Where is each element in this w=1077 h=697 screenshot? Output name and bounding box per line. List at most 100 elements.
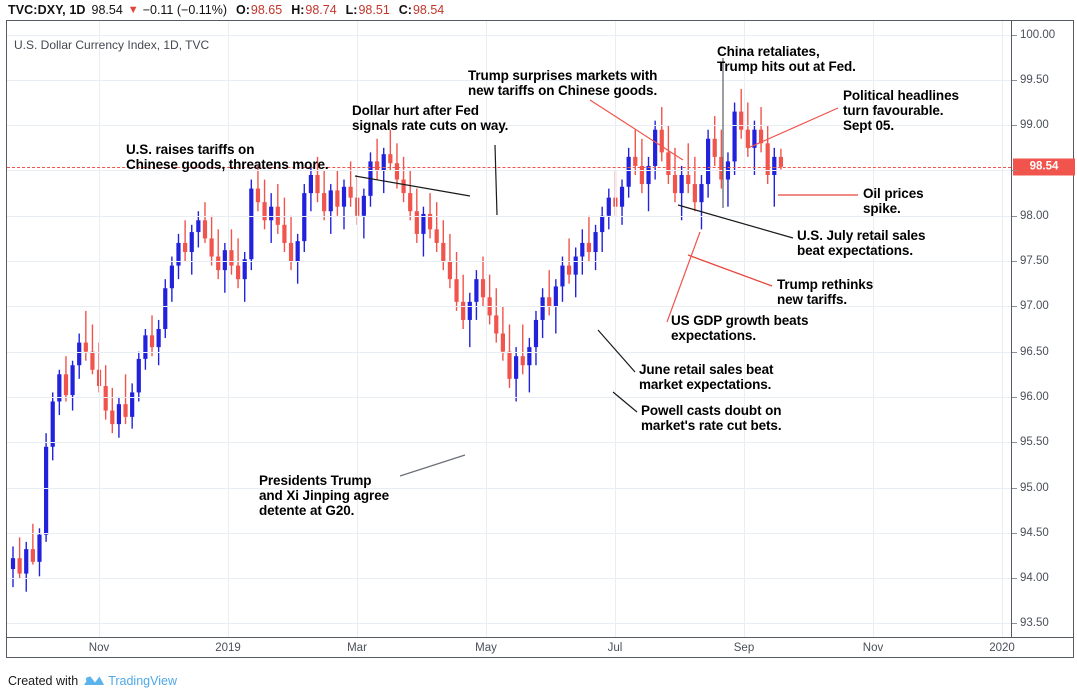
candle-body [381,154,386,171]
candle-body [414,211,419,234]
candle-body [600,215,605,233]
candle-body [520,356,525,366]
candle-body [37,534,42,562]
candle-body [666,152,671,175]
candle-body [692,184,697,203]
candle-body [619,186,625,207]
gridline-horizontal [7,351,1011,353]
candle-body [328,190,333,212]
candle-body [639,165,644,185]
candle-body [474,279,479,302]
candle-body [772,156,777,175]
candle-body [50,401,55,447]
candle-body [388,154,393,164]
candle-body [341,186,347,207]
candle-body [467,301,472,320]
price-axis[interactable]: 98.54 100.00 99.50 99.00 98.00 97.50 97.00 96.… [1011,21,1075,637]
price-change: −0.11 (−0.11%) [142,3,228,17]
gridline-vertical [486,21,487,637]
candle-body [196,220,201,233]
high-value: 98.74 [305,3,337,17]
gridline-horizontal [7,396,1011,398]
gridline-horizontal [7,442,1011,444]
candle-body [70,365,75,396]
candle-body [699,184,704,203]
gridline-horizontal [7,170,1011,172]
time-tick-label: 2019 [215,642,241,654]
price-tick [1012,623,1017,625]
candle-body [123,404,128,417]
price-tick-label: 95.50 [1020,436,1049,449]
candle-body [315,175,320,194]
annotation-us-raises-tariffs: U.S. raises tariffs on Chinese goods, th… [126,142,329,173]
candle-body [401,179,406,194]
tradingview-brand-label[interactable]: TradingView [108,673,177,688]
gridline-horizontal [7,215,1011,217]
price-tick-label: 94.00 [1020,572,1049,585]
candle-body [308,175,313,194]
low-label: L: [345,3,358,17]
price-tick [1012,170,1017,172]
candle-body [202,220,208,239]
candle-body [136,358,141,393]
price-tick [1012,578,1017,580]
candle-body [176,242,181,266]
price-tick-label: 100.00 [1020,28,1056,41]
candle-body [209,238,214,257]
time-axis[interactable]: Nov 2019 Mar May Jul Sep Nov 2020 [7,637,1074,657]
candle-body [653,129,658,166]
gridline-horizontal [7,306,1011,308]
candle-body [765,143,770,175]
chart-plot-area[interactable] [7,21,1011,637]
candle-body [566,265,572,275]
price-tick [1012,442,1017,444]
annotation-july-retail-sales: U.S. July retail sales beat expectations… [797,228,926,259]
candle-body [30,549,35,562]
price-tick-label: 93.50 [1020,617,1049,630]
gridline-vertical [1002,21,1003,637]
candle-body [527,347,532,366]
candle-body [249,188,254,260]
candle-body [375,161,380,171]
open-label: O: [236,3,250,17]
candle-body [706,138,711,185]
footer-attribution: Created with TradingView [8,673,177,688]
candle-body [646,165,651,185]
candle-body [262,202,267,221]
candle-body [322,193,327,212]
candle-body [255,188,261,203]
tradingview-logo-icon [83,673,105,688]
candle-body [149,335,155,348]
annotation-trump-rethinks: Trump rethinks new tariffs. [777,277,874,308]
candle-body [712,138,717,157]
price-tick-label: 98.00 [1020,209,1049,222]
candle-body [163,288,168,329]
candle-body [183,242,188,252]
chart-frame [6,20,1074,658]
symbol-label[interactable]: TVC:DXY, 1D [8,3,86,17]
candle-body [580,242,585,257]
price-tick [1012,306,1017,308]
candle-body [116,404,122,425]
candle-body [44,446,49,535]
time-tick-label: Sep [733,642,755,654]
price-tick-label: 99.00 [1020,119,1049,132]
price-tick [1012,215,1017,217]
gridline-horizontal [7,487,1011,489]
candle-body [533,319,539,348]
candle-body [659,129,664,153]
candle-body [553,286,558,307]
candle-body [434,229,439,243]
time-tick-label: 2020 [989,642,1015,654]
candle-body [235,265,241,280]
candle-body [441,242,446,262]
price-tick-label: 95.00 [1020,481,1049,494]
candle-body [507,351,512,379]
candle-body [778,156,784,167]
candle-body [110,410,115,425]
candle-body [17,558,22,574]
gridline-horizontal [7,125,1011,127]
candle-body [103,386,108,411]
candle-body [494,315,499,334]
close-value: 98.54 [412,3,445,17]
